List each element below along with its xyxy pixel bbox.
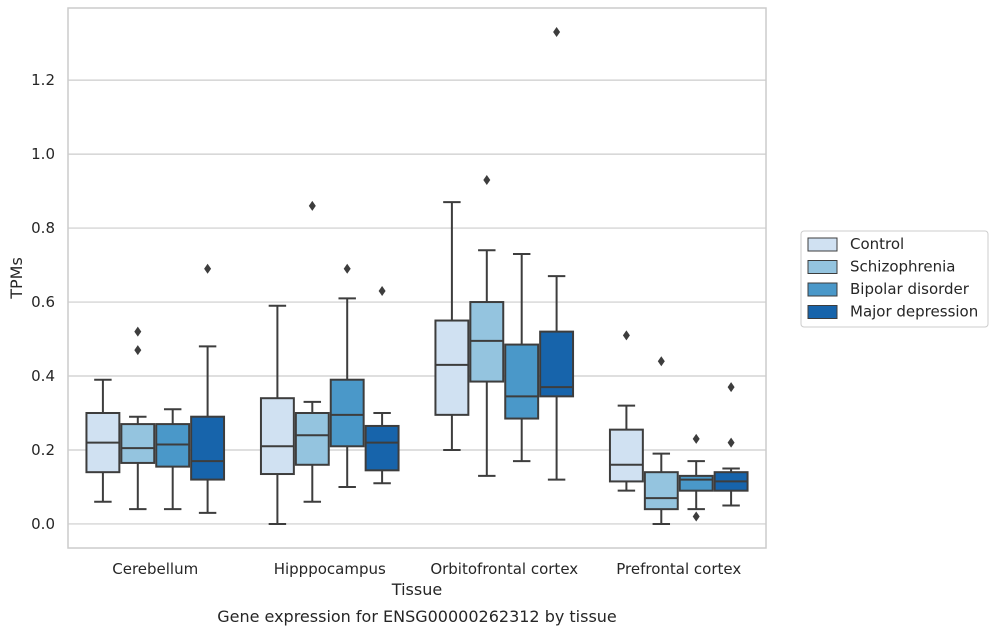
- outlier-point: [343, 263, 351, 274]
- legend-frame: [800, 230, 989, 328]
- box-iqr: [504, 343, 540, 420]
- y-tick-label: 0.0: [31, 515, 55, 533]
- boxes: [85, 27, 749, 525]
- box-group: [504, 252, 540, 463]
- x-axis-ticks: Cerebellum Hipppocampus Orbitofrontal cort…: [112, 560, 741, 578]
- box-group: [434, 201, 470, 451]
- plot-area-frame: [67, 7, 767, 549]
- outlier-point: [657, 356, 665, 367]
- y-axis-title: TPMs: [7, 257, 26, 300]
- box-group: [469, 174, 505, 477]
- box-iqr: [364, 424, 400, 472]
- box-group: [713, 382, 749, 507]
- box-group: [678, 433, 714, 522]
- legend-swatch: [807, 260, 838, 274]
- outlier-point: [483, 174, 491, 185]
- chart-caption: Gene expression for ENSG00000262312 by t…: [217, 607, 617, 626]
- box-group: [259, 304, 295, 525]
- box-group: [643, 356, 679, 525]
- box-group: [155, 408, 191, 511]
- x-tick-label: Orbitofrontal cortex: [430, 560, 578, 578]
- y-tick-label: 0.4: [31, 367, 55, 385]
- box-iqr: [539, 330, 575, 398]
- legend-label: Schizophrenia: [850, 258, 955, 276]
- box-group: [608, 330, 644, 492]
- box-group: [539, 27, 575, 481]
- box-iqr: [608, 428, 644, 483]
- box-iqr: [120, 423, 156, 464]
- outlier-point: [204, 263, 212, 274]
- y-axis-ticks: 0.0 0.2 0.4 0.6 0.8 1.0 1.2: [31, 71, 55, 533]
- x-tick-label: Prefrontal cortex: [616, 560, 741, 578]
- box-iqr: [190, 415, 226, 481]
- legend-label: Bipolar disorder: [850, 280, 970, 298]
- box-iqr: [329, 378, 365, 448]
- legend-swatch: [807, 237, 838, 252]
- outlier-point: [378, 285, 386, 296]
- legend-label: Major depression: [850, 303, 978, 321]
- x-tick-label: Cerebellum: [112, 560, 198, 578]
- y-tick-label: 0.8: [31, 219, 55, 237]
- box-group: [364, 285, 400, 485]
- outlier-point: [692, 433, 700, 444]
- x-tick-label: Hipppocampus: [274, 560, 386, 578]
- outlier-point: [727, 382, 735, 393]
- y-tick-label: 0.2: [31, 441, 55, 459]
- box-group: [294, 200, 330, 503]
- outlier-point: [692, 511, 700, 522]
- box-iqr: [434, 319, 470, 416]
- box-group: [190, 263, 226, 514]
- box-group: [85, 378, 121, 503]
- y-tick-label: 1.0: [31, 145, 55, 163]
- outlier-point: [727, 437, 735, 448]
- box-iqr: [678, 474, 714, 492]
- legend-label: Control: [850, 235, 904, 253]
- outlier-point: [622, 330, 630, 341]
- box-group: [329, 263, 365, 488]
- y-tick-label: 0.6: [31, 293, 55, 311]
- box-iqr: [643, 471, 679, 511]
- outlier-point: [553, 27, 561, 38]
- y-tick-label: 1.2: [31, 71, 55, 89]
- legend-swatch: [807, 282, 838, 297]
- box-iqr: [294, 412, 330, 466]
- legend: Control Schizophrenia Bipolar disorder Majo…: [800, 230, 989, 328]
- outlier-point: [134, 345, 142, 356]
- x-axis-title: Tissue: [391, 580, 442, 599]
- outlier-point: [134, 326, 142, 337]
- legend-swatch: [807, 305, 838, 319]
- box-iqr: [259, 397, 295, 476]
- outlier-point: [308, 200, 316, 211]
- box-group: [120, 326, 156, 511]
